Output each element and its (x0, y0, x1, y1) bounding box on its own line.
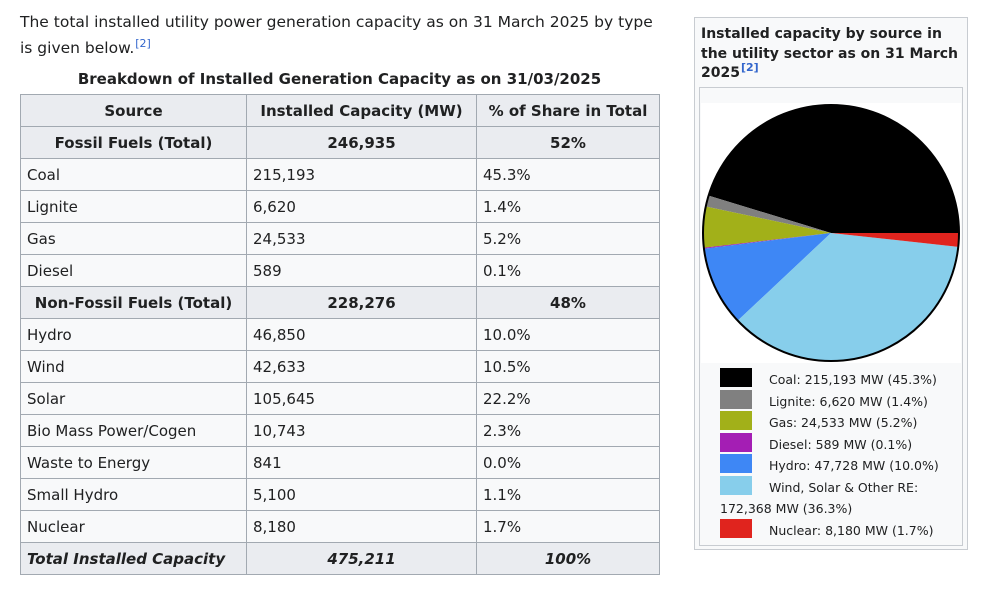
pie-slice (708, 105, 959, 233)
cell-share: 48% (476, 286, 660, 319)
cell-source: Gas (20, 222, 247, 255)
cell-share: 100% (476, 542, 660, 575)
legend-label: Coal: 215,193 MW (45.3%) (769, 372, 937, 387)
table-row: Fossil Fuels (Total) 246,935 52% (20, 126, 660, 159)
pie-slice (703, 233, 831, 321)
cell-capacity: 105,645 (246, 382, 477, 415)
legend-label: Lignite: 6,620 MW (1.4%) (769, 393, 928, 409)
legend-label: Wind, Solar & Other RE: 172,368 MW (36.3… (720, 479, 919, 516)
cell-capacity: 5,100 (246, 478, 477, 511)
legend-swatch (720, 389, 752, 409)
table-row: Gas 24,533 5.2% (20, 222, 660, 255)
cell-share: 10.5% (476, 350, 660, 383)
cell-capacity: 10,743 (246, 414, 477, 447)
header-capacity: Installed Capacity (MW) (246, 94, 477, 127)
pie-chart (702, 104, 960, 362)
cell-source: Bio Mass Power/Cogen (20, 414, 247, 447)
cell-source: Diesel (20, 254, 247, 287)
legend-swatch (720, 475, 752, 495)
cell-source: Hydro (20, 318, 247, 351)
table-row: Small Hydro 5,100 1.1% (20, 478, 660, 511)
cell-capacity: 24,533 (246, 222, 477, 255)
cell-share: 5.2% (476, 222, 660, 255)
legend-label: Hydro: 47,728 MW (10.0%) (769, 458, 939, 473)
cell-capacity: 228,276 (246, 286, 477, 319)
table-row: Total Installed Capacity 475,211 100% (20, 542, 660, 575)
cell-share: 45.3% (476, 158, 660, 191)
cell-share: 0.0% (476, 446, 660, 479)
legend-label: Diesel: 589 MW (0.1%) (769, 436, 913, 452)
table-row: Solar 105,645 22.2% (20, 382, 660, 415)
table-header-row: Source Installed Capacity (MW) % of Shar… (20, 94, 660, 127)
cell-source: Fossil Fuels (Total) (20, 126, 247, 159)
infobox-title-text: Installed capacity by source in the util… (701, 26, 959, 81)
table-body: Fossil Fuels (Total) 246,935 52% Coal 215,19… (20, 126, 660, 575)
legend-label: Gas: 24,533 MW (5.2%) (769, 415, 918, 430)
legend-label: Nuclear: 8,180 MW (1.7%) (769, 522, 934, 538)
cell-capacity: 246,935 (246, 126, 477, 159)
cell-capacity: 42,633 (246, 350, 477, 383)
infobox: Installed capacity by source in the util… (694, 17, 968, 550)
cell-capacity: 46,850 (246, 318, 477, 351)
legend-swatch (720, 454, 752, 473)
table-row: Bio Mass Power/Cogen 10,743 2.3% (20, 414, 660, 447)
cell-source: Non-Fossil Fuels (Total) (20, 286, 247, 319)
table-row: Wind 42,633 10.5% (20, 350, 660, 383)
table-row: Diesel 589 0.1% (20, 254, 660, 287)
pie-outline (702, 104, 960, 362)
table-row: Nuclear 8,180 1.7% (20, 510, 660, 543)
intro-text: The total installed utility power genera… (20, 13, 653, 57)
cell-share: 2.3% (476, 414, 660, 447)
pie-slice (831, 233, 959, 247)
header-share: % of Share in Total (476, 94, 660, 127)
cell-source: Lignite (20, 190, 247, 223)
table-row: Hydro 46,850 10.0% (20, 318, 660, 351)
cell-source: Nuclear (20, 510, 247, 543)
cell-capacity: 8,180 (246, 510, 477, 543)
citation-link[interactable]: [2] (135, 36, 151, 50)
intro-paragraph: The total installed utility power genera… (20, 9, 660, 61)
cell-share: 0.1% (476, 254, 660, 287)
cell-share: 1.1% (476, 478, 660, 511)
table-caption: Breakdown of Installed Generation Capaci… (77, 70, 602, 88)
cell-share: 52% (476, 126, 660, 159)
capacity-table: Source Installed Capacity (MW) % of Shar… (20, 94, 660, 575)
legend-swatch (720, 411, 752, 430)
pie-slice (737, 233, 959, 361)
cell-source: Wind (20, 350, 247, 383)
cell-source: Small Hydro (20, 478, 247, 511)
cell-source: Total Installed Capacity (20, 542, 247, 575)
infobox-title: Installed capacity by source in the util… (701, 25, 963, 84)
cell-capacity: 215,193 (246, 158, 477, 191)
legend-swatch (720, 518, 752, 538)
cell-share: 1.4% (476, 190, 660, 223)
cell-share: 1.7% (476, 510, 660, 543)
table-row: Waste to Energy 841 0.0% (20, 446, 660, 479)
cell-capacity: 475,211 (246, 542, 477, 575)
table-row: Lignite 6,620 1.4% (20, 190, 660, 223)
cell-capacity: 841 (246, 446, 477, 479)
pie-slice (705, 195, 831, 233)
pie-slice (702, 206, 831, 248)
chart-frame: Coal: 215,193 MW (45.3%) Lignite: 6,620 M… (699, 87, 963, 546)
infobox-citation-link[interactable]: [2] (740, 61, 759, 75)
cell-source: Coal (20, 158, 247, 191)
header-source: Source (20, 94, 247, 127)
legend-swatch (720, 432, 752, 452)
cell-share: 22.2% (476, 382, 660, 415)
cell-capacity: 589 (246, 254, 477, 287)
pie-slice (703, 233, 831, 249)
cell-capacity: 6,620 (246, 190, 477, 223)
table-row: Coal 215,193 45.3% (20, 158, 660, 191)
legend-swatch (720, 368, 752, 387)
cell-share: 10.0% (476, 318, 660, 351)
cell-source: Solar (20, 382, 247, 415)
table-row: Non-Fossil Fuels (Total) 228,276 48% (20, 286, 660, 319)
cell-source: Waste to Energy (20, 446, 247, 479)
pie-chart-area (701, 103, 961, 363)
